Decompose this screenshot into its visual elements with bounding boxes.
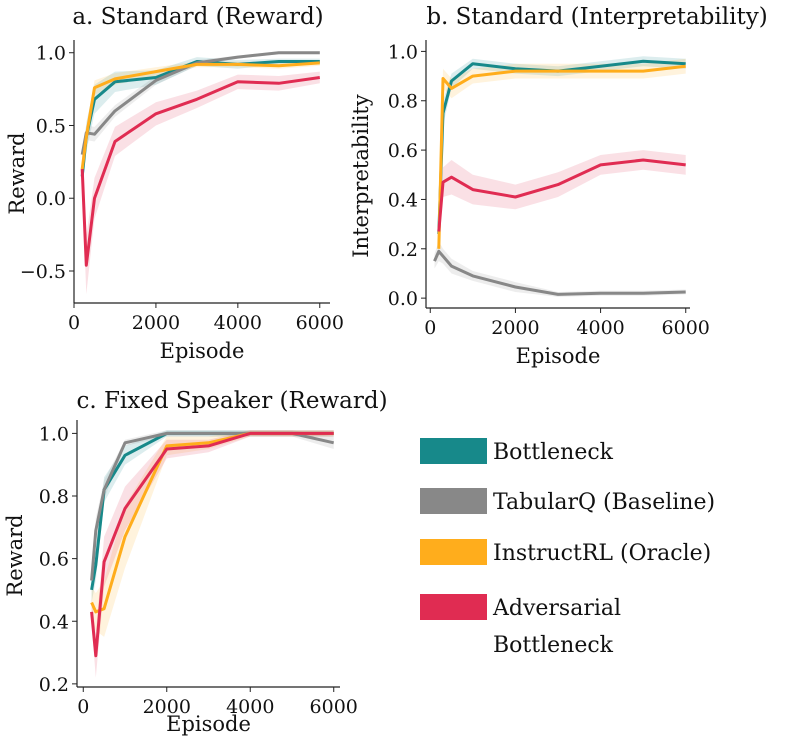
legend-label-adversarial-line1: Adversarial (492, 596, 621, 621)
legend-label-bottleneck: Bottleneck (493, 440, 614, 465)
legend: Bottleneck TabularQ (Baseline) InstructR… (420, 438, 715, 658)
panel-b-xtick-label: 2000 (491, 317, 539, 339)
panel-a-xtick-label: 4000 (214, 312, 262, 334)
panel-b-ytick-label: 1.0 (388, 41, 418, 63)
panel-c-ytick-label: 0.8 (39, 486, 69, 508)
panel-b-ytick-label: 0.6 (388, 140, 418, 162)
panel-b-line-adversarial-bottleneck (437, 158, 686, 232)
panel-b-ytick-label: 0.2 (388, 239, 418, 261)
panel-c-xtick-label: 2000 (143, 696, 191, 718)
legend-item-tabularq: TabularQ (Baseline) (420, 488, 715, 515)
panel-a-xtick-label: 2000 (132, 312, 180, 334)
panel-b-ylabel: Interpretability (349, 94, 373, 258)
panel-a-xtick-label: 6000 (296, 312, 344, 334)
panel-c-ytick-label: 0.4 (39, 611, 69, 633)
panel-a-line-tabularq-baseline (80, 51, 320, 155)
legend-swatch-bottleneck (420, 438, 487, 464)
panel-c-ytick-label: 0.6 (39, 549, 69, 571)
panel-a-xtick-label: 0 (68, 312, 80, 334)
panel-a-title: a. Standard (Reward) (72, 4, 323, 30)
legend-item-instructrl: InstructRL (Oracle) (420, 539, 711, 566)
panel-c-line-adversarial-bottleneck (90, 431, 334, 658)
panel-b-title: b. Standard (Interpretability) (426, 4, 767, 30)
panel-b-xtick-label: 0 (424, 317, 436, 339)
panel-a-ytick-label: 0.5 (36, 115, 66, 137)
panel-b-xtick-label: 6000 (662, 317, 710, 339)
panel-c-xtick-label: 4000 (226, 696, 274, 718)
panel-c-ytick-label: 0.2 (39, 674, 69, 696)
panel-a-line-instructrl-oracle (80, 61, 320, 170)
legend-item-adversarial-bottleneck: Adversarial Bottleneck (420, 594, 621, 658)
panel-a-standard-reward: a. Standard (Reward) 0 2000 4000 6000 −0.5 0.0… (5, 4, 344, 363)
panel-b-band-instructrl-oracle (438, 58, 686, 262)
legend-label-instructrl: InstructRL (Oracle) (493, 541, 711, 566)
panel-b-ytick-label: 0.0 (388, 288, 418, 310)
panel-a-band-adversarial-bottleneck (82, 71, 320, 295)
legend-swatch-adversarial-bottleneck (420, 594, 487, 620)
panel-c-ytick-label: 1.0 (39, 423, 69, 445)
panel-b-xtick-label: 4000 (576, 317, 624, 339)
legend-label-tabularq: TabularQ (Baseline) (493, 490, 715, 515)
panel-b-ytick-label: 0.8 (388, 91, 418, 113)
panel-c-xlabel: Episode (166, 712, 251, 736)
legend-swatch-tabularq (420, 488, 487, 514)
panel-c-fixed-speaker-reward: c. Fixed Speaker (Reward) 0 2000 4000 6000 0.… (3, 388, 388, 736)
panel-b-band-tabularq-baseline (434, 241, 686, 297)
panel-b-line-instructrl-oracle (437, 64, 686, 249)
panel-b-ytick-label: 0.4 (388, 189, 418, 211)
panel-b-line-bottleneck (437, 59, 686, 235)
legend-item-bottleneck: Bottleneck (420, 438, 614, 465)
panel-c-band-instructrl-oracle (91, 430, 334, 637)
panel-b-standard-interpretability: b. Standard (Interpretability) 0 2000 4000 6… (349, 4, 768, 368)
panel-c-xtick-label: 6000 (310, 696, 358, 718)
panel-a-ytick-label: −0.5 (20, 261, 66, 283)
panel-a-xlabel: Episode (160, 339, 245, 363)
panel-c-title: c. Fixed Speaker (Reward) (76, 388, 387, 414)
panel-a-ytick-label: 1.0 (36, 43, 66, 65)
panel-b-line-tabularq-baseline (433, 249, 686, 296)
panel-c-ylabel: Reward (3, 514, 27, 596)
panel-a-ytick-label: 0.0 (36, 188, 66, 210)
legend-swatch-instructrl (420, 539, 487, 565)
panel-b-xlabel: Episode (516, 344, 601, 368)
panel-c-xtick-label: 0 (77, 696, 89, 718)
panel-a-line-adversarial-bottleneck (80, 76, 321, 267)
panel-a-ylabel: Reward (5, 132, 29, 214)
panel-b-band-adversarial-bottleneck (438, 150, 686, 244)
legend-label-adversarial-line2: Bottleneck (493, 633, 614, 658)
panel-b-band-bottleneck (438, 56, 686, 247)
